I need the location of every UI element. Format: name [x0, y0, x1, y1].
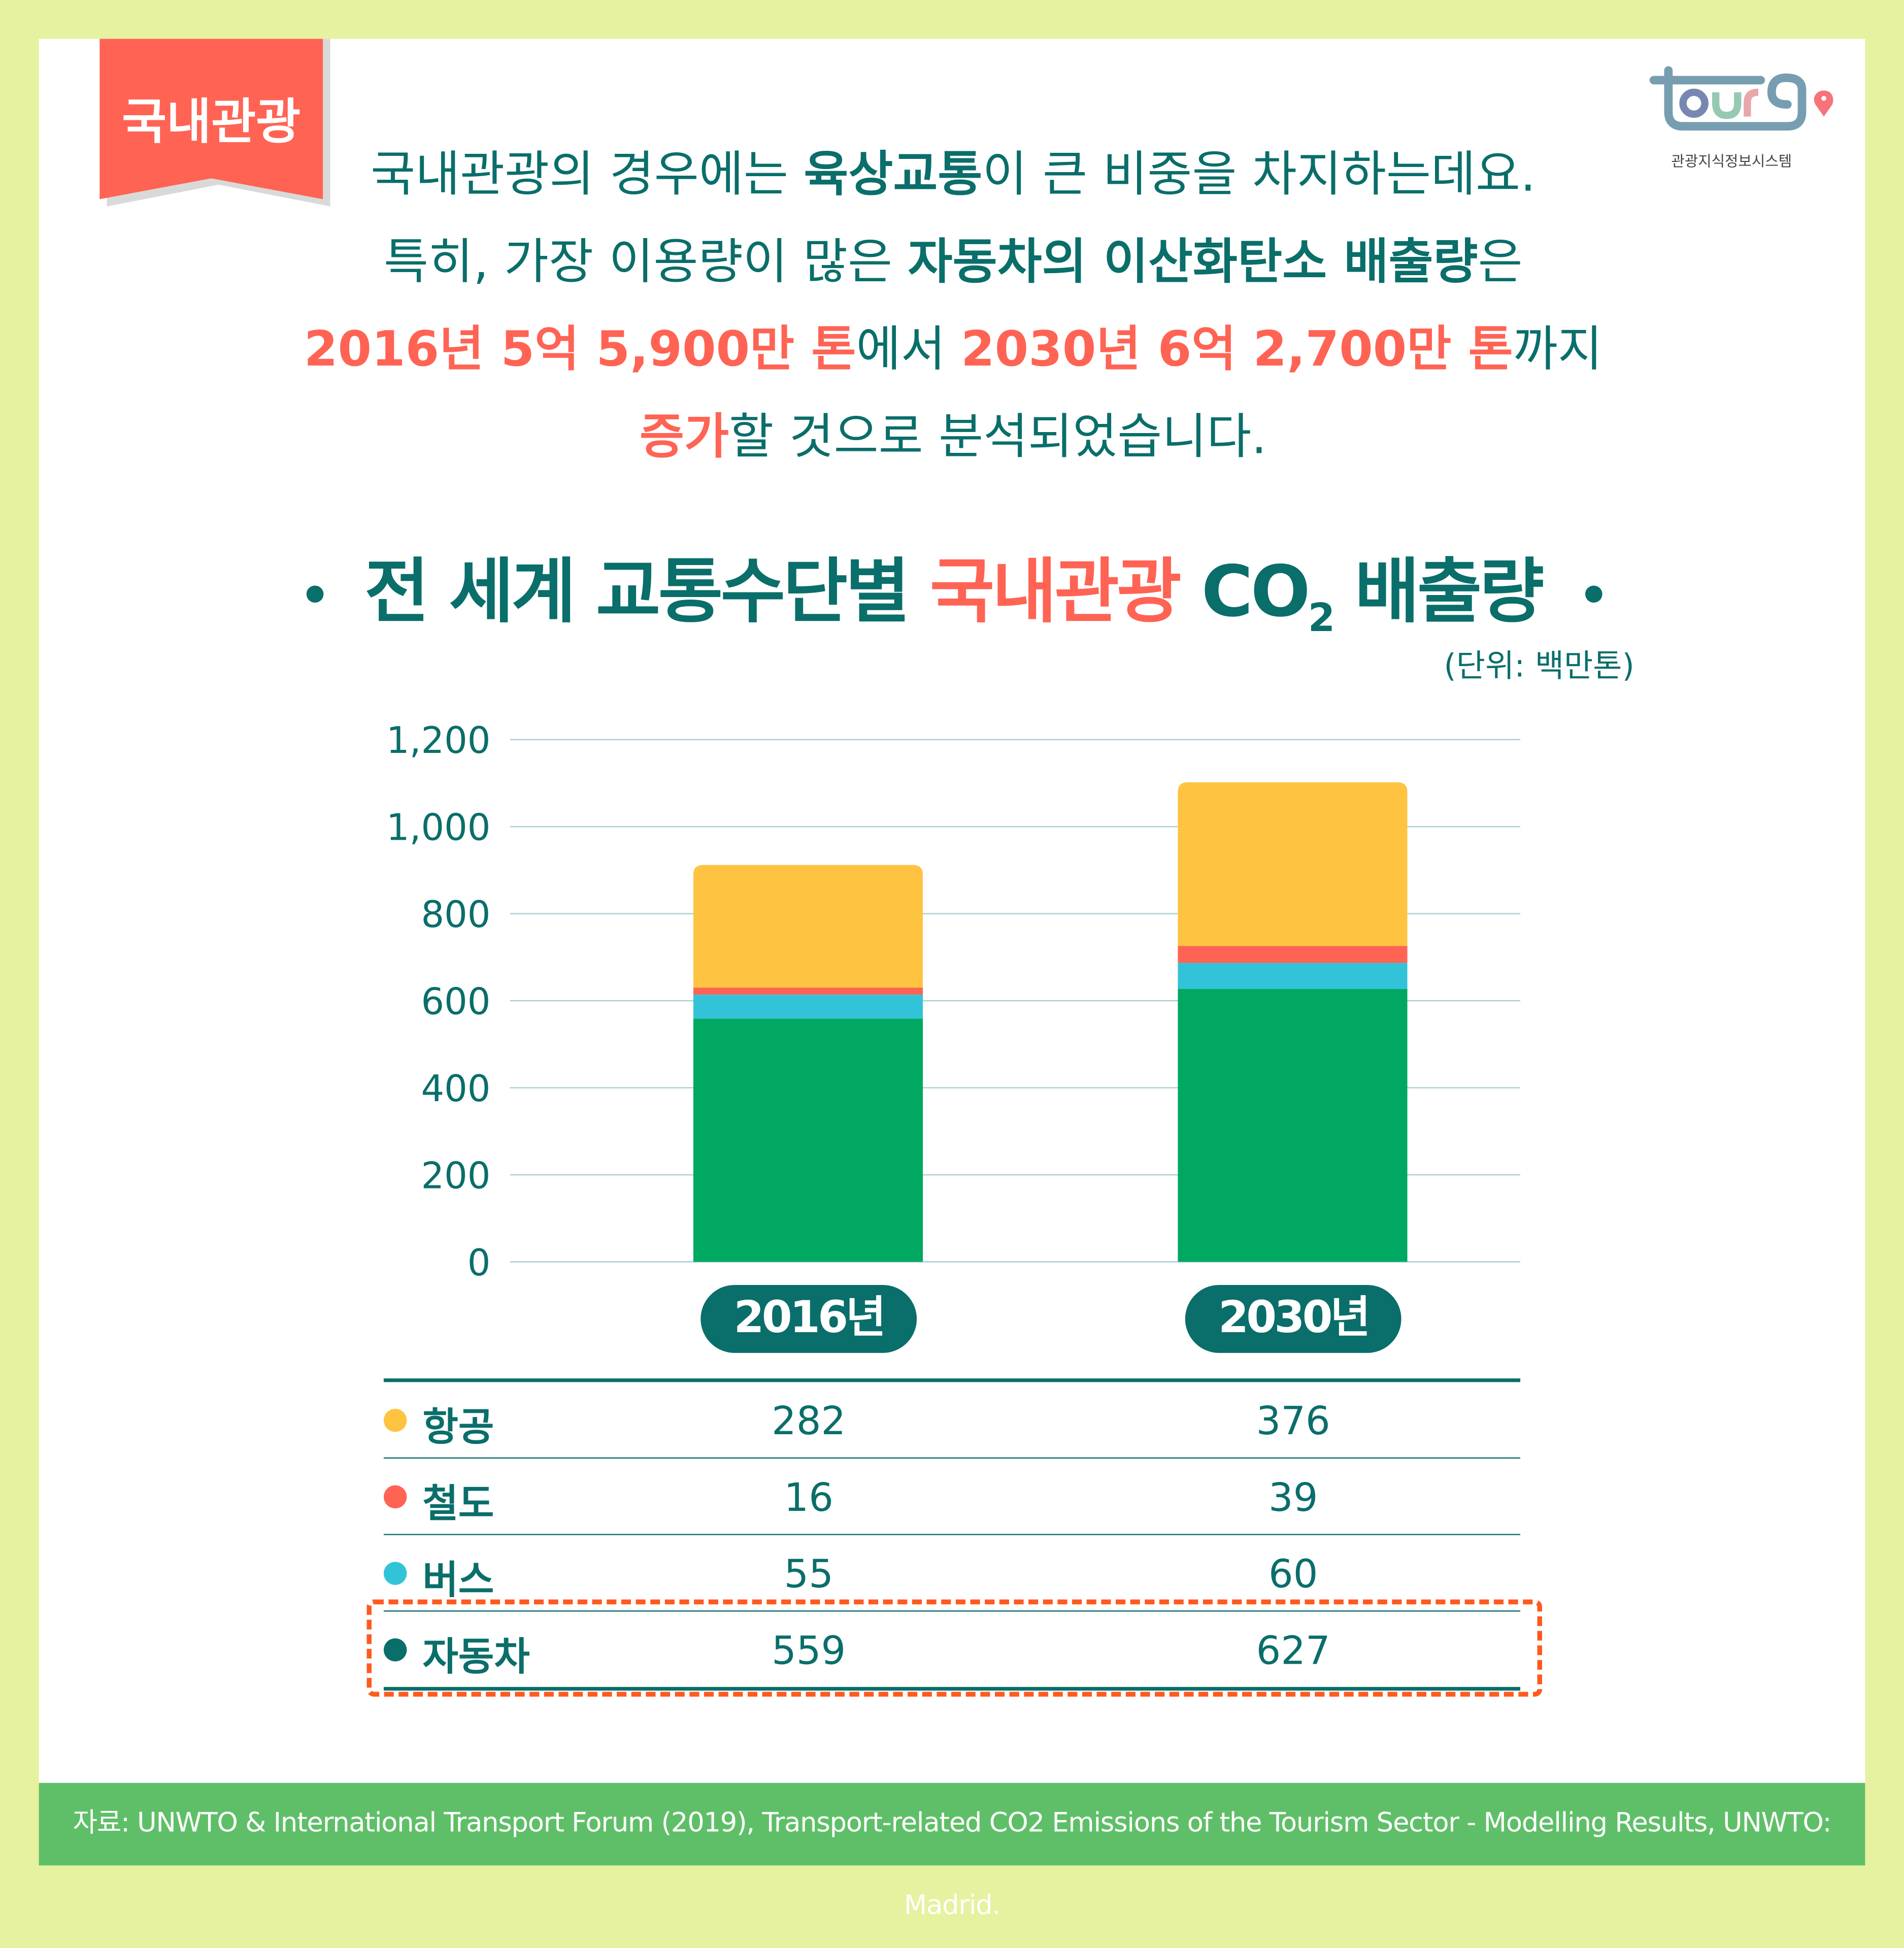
tourg-logo: 관광지식정보시스템 — [1647, 63, 1841, 178]
value-2030: 376 — [1256, 1398, 1330, 1444]
bar-segment-철도 — [693, 987, 923, 995]
bar-segment-항공 — [1178, 782, 1408, 946]
y-tick-label: 400 — [421, 1067, 490, 1110]
row-label: 자동차 — [422, 1633, 530, 1680]
category-label-2016: 2016년 — [700, 1284, 917, 1353]
value-2030: 60 — [1268, 1550, 1318, 1597]
table-row: 항공 282 376 — [383, 1382, 1521, 1459]
legend-dot-icon — [383, 1638, 407, 1662]
bar-segment-자동차 — [1178, 989, 1408, 1262]
y-tick-label: 600 — [421, 980, 490, 1022]
source-footer: 자료: UNWTO & International Transport Foru… — [39, 1782, 1865, 1921]
chart-title: • 전 세계 교통수단별 국내관광 CO2 배출량 • — [299, 550, 1609, 641]
value-2030: 39 — [1268, 1474, 1318, 1521]
value-2016: 282 — [772, 1398, 846, 1444]
y-tick-label: 1,200 — [386, 719, 490, 762]
card — [39, 39, 1865, 1866]
category-label: 국내관광 — [122, 94, 301, 151]
bar-segment-철도 — [1178, 946, 1408, 963]
intro-text: 국내관광의 경우에는 육상교통이 큰 비중을 차지하는데요. 특히, 가장 이용… — [304, 147, 1602, 466]
value-2030: 627 — [1256, 1627, 1330, 1674]
bar-segment-자동차 — [693, 1018, 923, 1262]
car-row-highlight — [366, 1599, 1543, 1697]
value-2016: 16 — [784, 1474, 833, 1521]
value-2016: 559 — [772, 1627, 846, 1674]
table-row: 자동차 559 627 — [383, 1611, 1521, 1691]
category-ribbon: 국내관광 — [99, 39, 330, 207]
row-label: 버스 — [422, 1557, 494, 1603]
bar-segment-버스 — [1178, 963, 1408, 989]
data-table: 항공 282 376 철도 16 39 버스 55 60 자동차 559 627 — [383, 1378, 1521, 1691]
y-tick-label: 200 — [421, 1154, 490, 1197]
unit-label: (단위: 백만톤) — [1444, 648, 1634, 685]
bar-segment-항공 — [693, 865, 923, 988]
table-row: 철도 16 39 — [383, 1459, 1521, 1535]
y-tick-label: 1,000 — [386, 806, 490, 849]
legend-dot-icon — [383, 1485, 407, 1509]
infographic: 국내관광 관광지식정보시스템 국내관광의 경우에는 육상교통이 큰 비중을 차지… — [39, 39, 1865, 1922]
row-label: 철도 — [422, 1480, 494, 1527]
stacked-bar-chart: 0 200 400 600 800 1,000 1,200 — [386, 719, 1521, 1284]
table-row: 버스 55 60 — [383, 1535, 1521, 1612]
y-tick-label: 0 — [467, 1241, 491, 1284]
value-2016: 55 — [784, 1550, 833, 1597]
y-tick-label: 800 — [421, 893, 490, 936]
logo-subtitle: 관광지식정보시스템 — [1671, 153, 1792, 170]
bar-segment-버스 — [693, 995, 923, 1019]
legend-dot-icon — [383, 1562, 407, 1585]
category-label-2030: 2030년 — [1185, 1284, 1401, 1353]
legend-dot-icon — [383, 1408, 407, 1432]
row-label: 항공 — [422, 1404, 494, 1450]
